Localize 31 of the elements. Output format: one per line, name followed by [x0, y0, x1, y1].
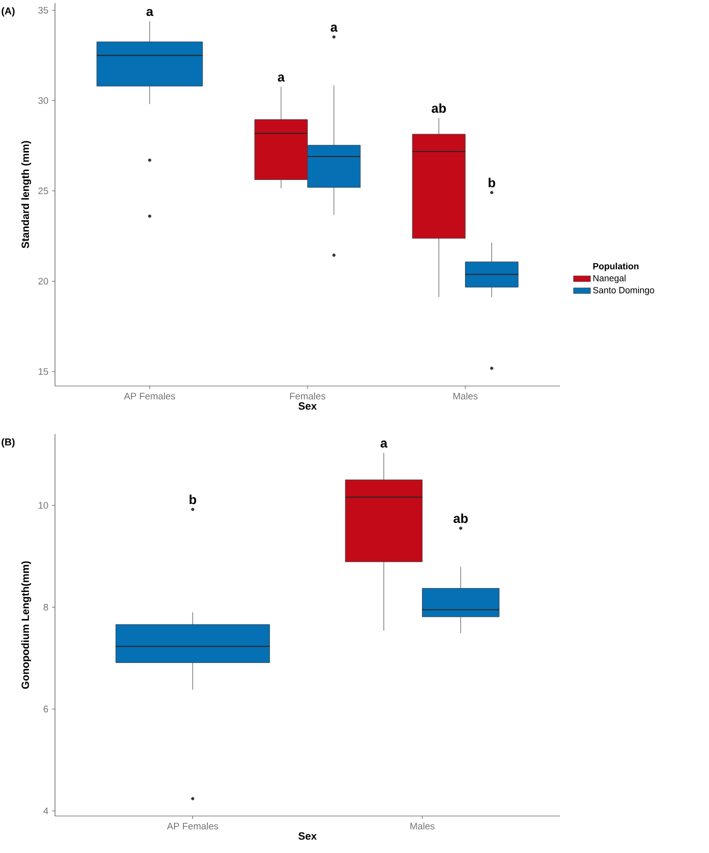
x-tick-label: AP Females [166, 822, 218, 830]
annotation: ab [432, 103, 446, 113]
y-tick-label: 8 [44, 604, 48, 611]
y-tick-label: 30 [38, 97, 48, 104]
y-axis-title: Standard length (mm) [21, 140, 32, 248]
annotation: b [488, 178, 496, 188]
y-tick-label: 6 [44, 706, 48, 712]
annotation: a [380, 440, 388, 448]
annotation: a [330, 24, 338, 32]
annotation: ab [454, 514, 468, 524]
y-axis-title: Gonopodium Length(mm) [21, 561, 32, 689]
chart-title: (B) [2, 438, 15, 448]
annotation: a [146, 8, 154, 16]
annotation: b [190, 494, 196, 504]
y-tick-label: 25 [38, 188, 48, 194]
annotation: a [278, 74, 285, 82]
y-tick-label: 10 [38, 502, 48, 509]
x-tick-label: Females [290, 392, 326, 400]
x-axis-title: Sex [298, 832, 317, 840]
y-tick-label: 35 [38, 6, 48, 14]
x-tick-label: Males [410, 822, 435, 830]
x-tick-label: Males [453, 392, 478, 400]
legend-title: Population [593, 262, 638, 272]
y-tick-label: 4 [43, 808, 48, 814]
chart-title: (A) [2, 7, 15, 16]
legend-label: Santo Domingo [593, 286, 654, 296]
y-tick-label: 15 [38, 368, 48, 375]
x-axis-title: Sex [298, 402, 317, 410]
x-tick-label: AP Females [124, 392, 176, 400]
y-tick-label: 20 [38, 278, 48, 285]
legend-label: Nanegal [593, 274, 626, 284]
